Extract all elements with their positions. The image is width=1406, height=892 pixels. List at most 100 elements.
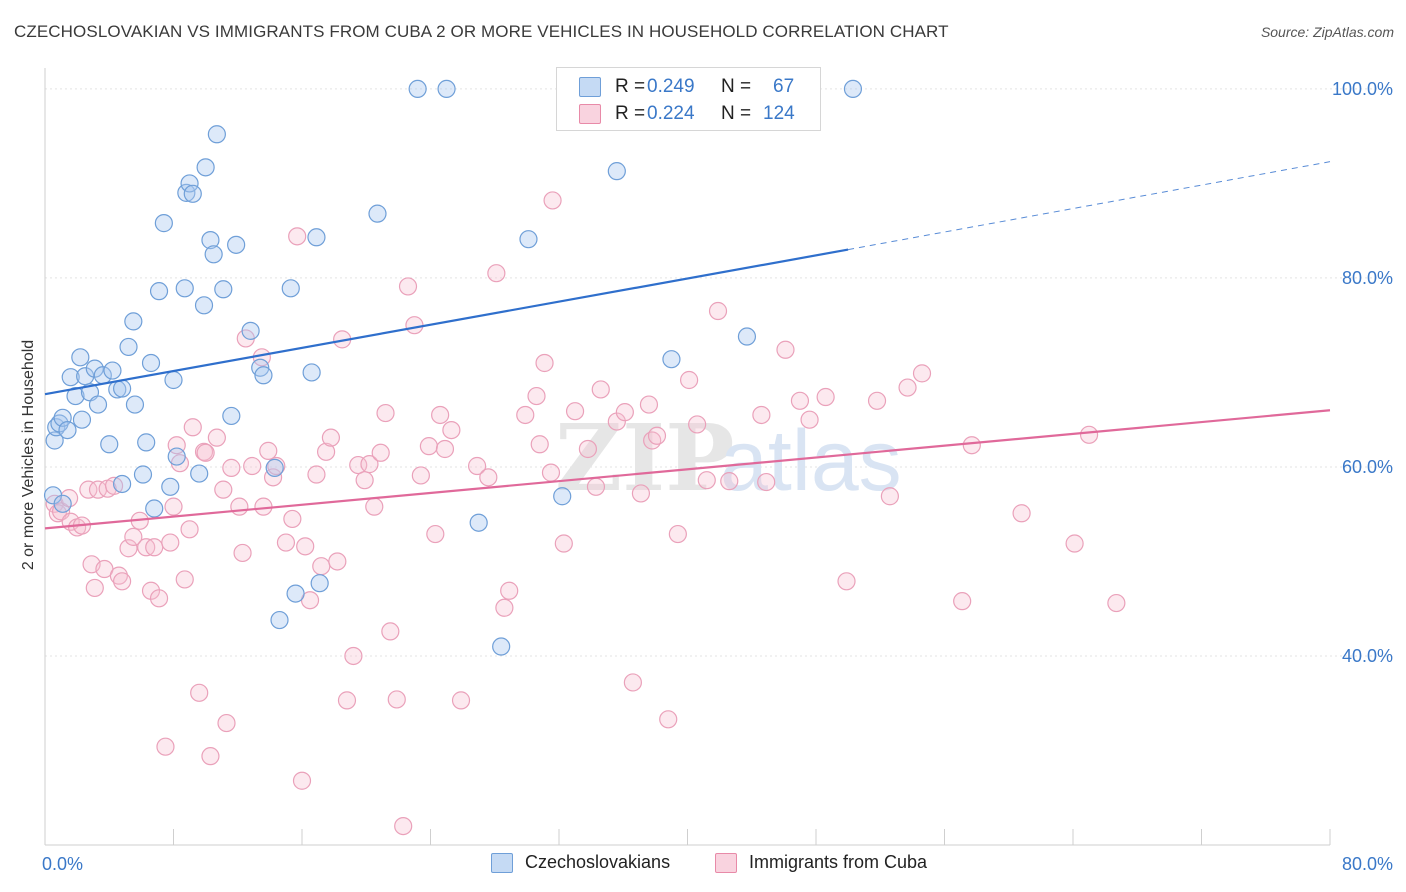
data-point-cuba	[912, 364, 932, 383]
data-point-cuba	[530, 435, 549, 454]
legend-swatch-czech	[579, 77, 601, 97]
data-point-cuba	[394, 816, 413, 836]
data-point-cuba	[543, 191, 562, 210]
data-point-czech	[183, 184, 202, 203]
data-point-cuba	[175, 570, 194, 589]
data-point-cuba	[149, 589, 169, 608]
legend-r-label: R =	[615, 76, 646, 97]
data-point-cuba	[1107, 593, 1126, 613]
data-point-cuba	[201, 747, 220, 766]
data-point-cuba	[479, 468, 498, 487]
data-point-cuba	[230, 497, 249, 516]
data-point-cuba	[376, 403, 395, 423]
data-point-cuba	[194, 442, 214, 461]
legend-n-label: N =	[721, 103, 752, 124]
data-point-cuba	[451, 691, 471, 710]
data-point-czech	[196, 158, 215, 177]
data-point-czech	[553, 487, 572, 506]
legend-row-czech: R = 0.249 N = 67	[579, 75, 794, 99]
data-point-cuba	[554, 534, 573, 553]
data-point-cuba	[307, 465, 326, 484]
data-point-czech	[175, 279, 194, 298]
data-point-czech	[137, 433, 156, 452]
data-point-czech	[53, 494, 72, 513]
data-point-czech	[368, 204, 387, 223]
bottom-legend-label-czech: Czechoslovakians	[525, 852, 671, 872]
data-point-cuba	[321, 428, 341, 447]
data-point-cuba	[196, 443, 215, 462]
bottom-legend-cuba: Immigrants from Cuba	[715, 852, 927, 873]
data-point-cuba	[398, 277, 418, 296]
data-point-cuba	[411, 466, 430, 485]
data-point-cuba	[259, 441, 278, 460]
watermark-atlas: atlas	[720, 413, 902, 509]
data-point-cuba	[156, 737, 175, 756]
data-point-cuba	[190, 683, 209, 702]
data-point-czech	[286, 584, 305, 603]
legend-r-value: 0.249	[647, 76, 695, 97]
data-point-czech	[45, 431, 64, 450]
data-point-cuba	[516, 405, 535, 425]
data-point-cuba	[288, 227, 307, 246]
legend-row-cuba: R = 0.224 N = 124	[579, 102, 795, 126]
data-point-czech	[112, 379, 132, 398]
x-tick-label: 0.0%	[42, 854, 83, 874]
data-point-cuba	[243, 456, 262, 476]
axes	[44, 68, 1331, 846]
data-point-cuba	[708, 301, 728, 321]
trend-lines	[44, 161, 1331, 530]
data-point-cuba	[344, 646, 363, 666]
data-point-czech	[302, 363, 321, 382]
data-point-cuba	[752, 405, 771, 425]
data-point-czech	[737, 327, 757, 346]
chart-source: Source: ZipAtlas.com	[1260, 24, 1394, 40]
data-point-cuba	[183, 418, 202, 437]
x-tick-label: 80.0%	[1342, 854, 1393, 874]
data-point-cuba	[591, 380, 610, 399]
series-czech-points	[43, 79, 863, 656]
data-point-cuba	[124, 527, 143, 546]
data-point-czech	[112, 474, 132, 494]
data-point-cuba	[495, 598, 514, 617]
data-point-cuba	[880, 487, 899, 506]
data-point-czech	[149, 282, 169, 301]
data-point-cuba	[668, 524, 687, 544]
data-point-czech	[519, 230, 538, 249]
watermark-zip: ZIP	[555, 404, 734, 512]
data-point-cuba	[79, 480, 98, 499]
data-point-czech	[145, 499, 164, 518]
data-point-cuba	[337, 691, 357, 710]
data-point-cuba	[214, 480, 233, 499]
data-point-cuba	[720, 472, 739, 491]
data-point-cuba	[109, 566, 128, 585]
data-point-cuba	[500, 581, 519, 600]
legend-n-value: 67	[773, 76, 795, 97]
data-point-cuba	[328, 552, 347, 571]
data-point-cuba	[541, 463, 561, 482]
y-tick-label: 60.0%	[1342, 457, 1393, 477]
data-point-cuba	[435, 439, 455, 459]
data-point-czech	[222, 406, 241, 426]
bottom-legend-label-cuba: Immigrants from Cuba	[749, 852, 928, 872]
data-point-czech	[227, 235, 246, 254]
data-point-cuba	[898, 378, 917, 397]
data-point-czech	[72, 410, 92, 429]
data-point-cuba	[296, 537, 315, 556]
data-point-czech	[141, 353, 161, 373]
data-point-czech	[119, 337, 138, 357]
data-point-cuba	[254, 497, 273, 516]
series-cuba-points	[45, 191, 1126, 836]
data-point-czech	[492, 637, 511, 656]
y-tick-label: 80.0%	[1342, 268, 1393, 288]
data-point-cuba	[837, 572, 856, 591]
data-point-cuba	[535, 353, 554, 373]
data-point-cuba	[426, 524, 445, 544]
data-point-czech	[254, 366, 273, 385]
data-point-czech	[310, 574, 329, 593]
data-point-cuba	[119, 539, 138, 558]
data-point-cuba	[1079, 425, 1099, 444]
data-point-czech	[100, 435, 119, 454]
data-point-czech	[61, 368, 80, 387]
y-tick-label: 100.0%	[1332, 79, 1393, 99]
data-point-cuba	[615, 403, 634, 422]
